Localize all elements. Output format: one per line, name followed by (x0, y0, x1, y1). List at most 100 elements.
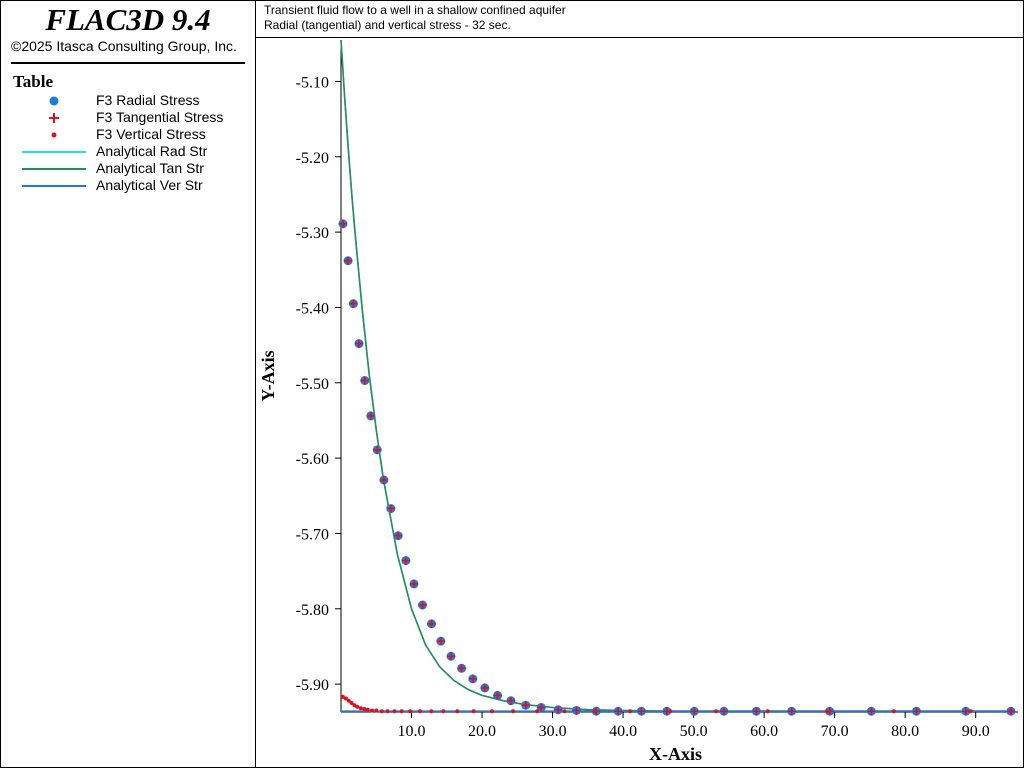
point-f3-tangential-stress (554, 705, 563, 714)
point-f3-vertical-stress (1008, 709, 1013, 714)
legend-label: F3 Vertical Stress (96, 126, 206, 142)
point-f3-vertical-stress (379, 709, 384, 714)
point-f3-tangential-stress (386, 504, 395, 513)
point-f3-vertical-stress (592, 709, 597, 714)
point-f3-vertical-stress (399, 709, 404, 714)
y-tick-label: -5.90 (296, 677, 329, 694)
point-f3-vertical-stress (471, 709, 476, 714)
point-f3-tangential-stress (457, 664, 466, 673)
point-f3-tangential-stress (354, 339, 363, 348)
point-f3-tangential-stress (468, 674, 477, 683)
point-f3-tangential-stress (379, 475, 388, 484)
legend-label: Analytical Ver Str (96, 177, 203, 193)
x-tick-label: 30.0 (539, 723, 567, 740)
point-f3-tangential-stress (506, 696, 515, 705)
point-f3-vertical-stress (968, 709, 973, 714)
legend-item-analytical-tan-str: Analytical Tan Str (0, 160, 256, 177)
legend-item-analytical-ver-str: Analytical Ver Str (0, 177, 256, 194)
point-f3-tangential-stress (493, 691, 502, 700)
series-line-analytical-rad-str (340, 39, 1011, 713)
plot-header (256, 0, 1024, 38)
point-f3-vertical-stress (441, 709, 446, 714)
point-f3-tangential-stress (572, 706, 581, 715)
point-f3-vertical-stress (455, 709, 460, 714)
point-f3-vertical-stress (628, 709, 633, 714)
point-f3-tangential-stress (447, 652, 456, 661)
point-f3-tangential-stress (752, 707, 761, 716)
point-f3-tangential-stress (912, 707, 921, 716)
point-f3-vertical-stress (358, 706, 363, 711)
y-axis-title: Y-Axis (258, 350, 278, 401)
plot-subtitle-line1: Transient fluid flow to a well in a shal… (264, 3, 566, 17)
legend-item-analytical-rad-str: Analytical Rad Str (0, 143, 256, 160)
point-f3-tangential-stress (344, 256, 353, 265)
x-tick-label: 20.0 (468, 723, 496, 740)
point-f3-vertical-stress (765, 709, 770, 714)
y-tick-label: -5.20 (296, 150, 329, 167)
legend-plus-marker-icon (49, 113, 59, 123)
point-f3-tangential-stress (614, 707, 623, 716)
x-tick-label: 90.0 (962, 723, 990, 740)
point-f3-vertical-stress (346, 698, 351, 703)
point-f3-tangential-stress (373, 445, 382, 454)
legend-item-f3-tangential-stress: F3 Tangential Stress (0, 109, 256, 126)
point-f3-vertical-stress (668, 709, 673, 714)
point-f3-tangential-stress (480, 683, 489, 692)
point-f3-vertical-stress (392, 709, 397, 714)
point-f3-tangential-stress (637, 707, 646, 716)
y-tick-label: -5.40 (296, 300, 329, 317)
point-f3-tangential-stress (409, 579, 418, 588)
legend-label: Analytical Tan Str (96, 160, 204, 176)
point-f3-tangential-stress (537, 703, 546, 712)
point-f3-vertical-stress (370, 708, 375, 713)
app-title: FLAC3D 9.4 (45, 2, 211, 37)
point-f3-tangential-stress (418, 601, 427, 610)
x-tick-label: 10.0 (398, 723, 426, 740)
point-f3-vertical-stress (489, 709, 494, 714)
legend-item-f3-vertical-stress: F3 Vertical Stress (0, 126, 256, 143)
y-tick-label: -5.10 (296, 74, 329, 91)
point-f3-vertical-stress (408, 709, 413, 714)
y-tick-label: -5.80 (296, 602, 329, 619)
legend-small-circle-marker-icon (51, 132, 57, 138)
point-f3-tangential-stress (360, 376, 369, 385)
x-tick-label: 50.0 (680, 723, 708, 740)
x-axis-title: X-Axis (649, 744, 702, 764)
point-f3-tangential-stress (690, 707, 699, 716)
point-f3-vertical-stress (714, 709, 719, 714)
x-tick-label: 60.0 (750, 723, 778, 740)
y-tick-label: -5.60 (296, 451, 329, 468)
series-line-analytical-tan-str (340, 39, 1011, 713)
y-tick-label: -5.30 (296, 225, 329, 242)
point-f3-vertical-stress (362, 706, 367, 711)
point-f3-tangential-stress (961, 707, 970, 716)
copyright-text: ©2025 Itasca Consulting Group, Inc. (11, 38, 237, 54)
legend-circle-marker-icon (49, 96, 59, 106)
legend-item-f3-radial-stress: F3 Radial Stress (0, 92, 256, 109)
point-f3-vertical-stress (385, 709, 390, 714)
legend-label: F3 Tangential Stress (96, 109, 224, 125)
point-f3-tangential-stress (401, 556, 410, 565)
point-f3-vertical-stress (511, 709, 516, 714)
point-f3-vertical-stress (891, 709, 896, 714)
point-f3-vertical-stress (340, 694, 345, 699)
x-tick-label: 80.0 (891, 723, 919, 740)
point-f3-vertical-stress (355, 704, 360, 709)
x-tick-label: 70.0 (821, 723, 849, 740)
point-f3-tangential-stress (338, 219, 347, 228)
legend-line-icon (22, 185, 86, 187)
point-f3-vertical-stress (562, 709, 567, 714)
point-f3-tangential-stress (867, 707, 876, 716)
legend-label: Analytical Rad Str (96, 143, 208, 159)
point-f3-vertical-stress (374, 708, 379, 713)
point-f3-vertical-stress (365, 707, 370, 712)
point-f3-vertical-stress (824, 709, 829, 714)
point-f3-tangential-stress (719, 707, 728, 716)
point-f3-tangential-stress (349, 299, 358, 308)
y-tick-label: -5.70 (296, 526, 329, 543)
point-f3-tangential-stress (366, 411, 375, 420)
point-f3-tangential-stress (436, 637, 445, 646)
legend-title: Table (13, 72, 54, 91)
point-f3-vertical-stress (417, 709, 422, 714)
